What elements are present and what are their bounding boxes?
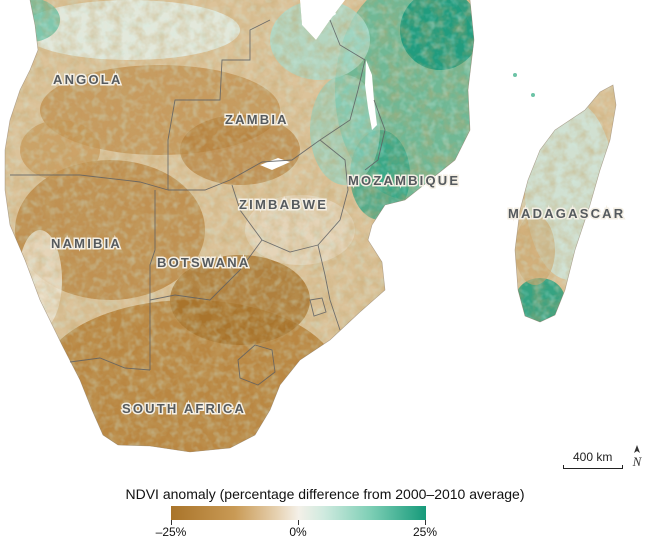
north-arrow-icon: N xyxy=(632,445,643,469)
legend-min-label: –25% xyxy=(155,525,187,539)
svg-text:N: N xyxy=(632,454,643,469)
label-botswana: BOTSWANA xyxy=(157,255,250,270)
label-madagascar: MADAGASCAR xyxy=(508,206,625,221)
comoros-island xyxy=(513,73,517,77)
legend-color-ramp xyxy=(171,506,426,520)
scale-bar-label: 400 km xyxy=(573,450,613,464)
ndvi-anomaly-map: ANGOLA ZAMBIA MOZAMBIQUE ZIMBABWE MADAGA… xyxy=(4,0,625,453)
comoros-island xyxy=(531,93,535,97)
label-south-africa: SOUTH AFRICA xyxy=(122,401,246,416)
lake-malawi xyxy=(365,60,377,130)
legend-tick-min xyxy=(171,520,172,525)
scale-bar xyxy=(563,465,623,469)
label-zimbabwe: ZIMBABWE xyxy=(239,197,328,212)
legend-max-label: 25% xyxy=(412,525,438,539)
legend-mid-label: 0% xyxy=(289,525,307,539)
coastline xyxy=(4,0,617,453)
label-angola: ANGOLA xyxy=(53,72,123,87)
country-borders xyxy=(10,19,386,386)
legend-tick-mid xyxy=(298,520,299,525)
label-namibia: NAMIBIA xyxy=(51,236,122,251)
legend-tick-max xyxy=(425,520,426,525)
lake-north xyxy=(318,2,336,22)
label-zambia: ZAMBIA xyxy=(225,112,289,127)
label-mozambique: MOZAMBIQUE xyxy=(348,173,460,188)
legend-title: NDVI anomaly (percentage difference from… xyxy=(125,486,525,502)
